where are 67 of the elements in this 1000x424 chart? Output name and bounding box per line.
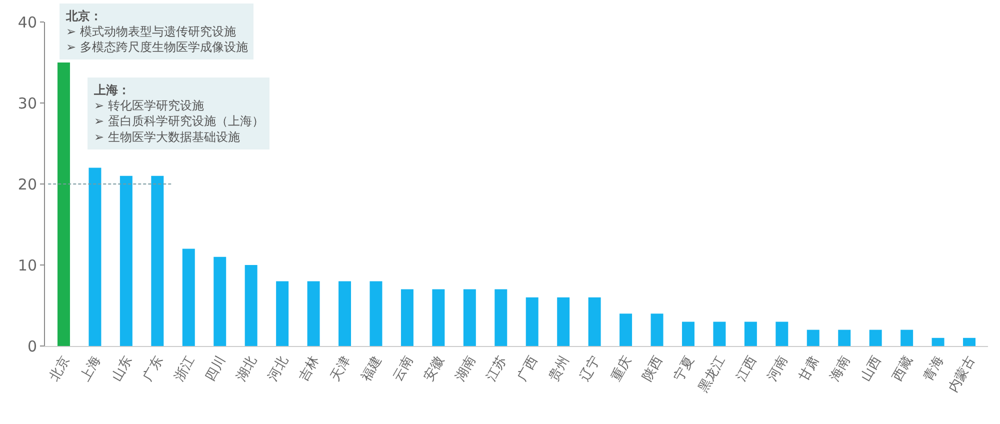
bar xyxy=(900,330,914,346)
x-tick-label: 江西 xyxy=(734,354,760,384)
x-tick-label: 宁夏 xyxy=(670,353,698,384)
x-tick-label: 甘肃 xyxy=(796,354,822,384)
x-tick-label: 江苏 xyxy=(484,354,510,384)
bar xyxy=(620,314,632,346)
x-tick-label: 上海 xyxy=(78,354,104,384)
bar xyxy=(338,281,352,346)
x-tick-label: 福建 xyxy=(359,354,386,384)
x-tick-label: 浙江 xyxy=(172,354,198,384)
bar xyxy=(463,289,476,346)
x-tick-label: 云南 xyxy=(390,354,416,384)
bar xyxy=(682,322,694,346)
bar xyxy=(494,289,508,346)
x-tick-label: 山东 xyxy=(109,354,136,384)
bar xyxy=(650,314,664,346)
bar xyxy=(963,338,976,346)
x-tick-label: 重庆 xyxy=(608,354,635,384)
bar xyxy=(776,322,788,346)
y-tick-label: 10 xyxy=(18,256,37,274)
annotation: 上海： ➢ 转化医学研究设施 ➢ 蛋白质科学研究设施（上海） ➢ 生物医学大数据基础设施 xyxy=(93,83,264,144)
bar xyxy=(557,297,570,346)
bar xyxy=(151,176,164,346)
x-tick-label: 山西 xyxy=(858,354,885,384)
x-tick-label: 西藏 xyxy=(890,354,916,384)
bar xyxy=(806,330,820,346)
bar xyxy=(214,256,226,346)
bar xyxy=(57,62,70,346)
bar xyxy=(307,281,320,346)
x-tick-label: 海南 xyxy=(827,354,854,384)
bar xyxy=(120,176,132,346)
bar xyxy=(588,297,601,346)
x-tick-label: 湖北 xyxy=(234,354,260,384)
y-tick-label: 40 xyxy=(18,13,37,32)
x-tick-label: 贵州 xyxy=(546,354,572,384)
x-tick-label: 内蒙古 xyxy=(946,354,978,396)
x-tick-label: 安徽 xyxy=(420,353,448,384)
x-tick-label: 吉林 xyxy=(296,354,323,384)
annotation: 北京： ➢ 模式动物表型与遗传研究设施 ➢ 多模态跨尺度生物医学成像设施 xyxy=(65,9,248,54)
y-tick-label: 30 xyxy=(18,94,37,112)
x-tick-label: 青海 xyxy=(921,354,948,384)
x-tick-label: 陕西 xyxy=(640,354,666,384)
bar xyxy=(713,322,726,346)
x-tick-label: 辽宁 xyxy=(576,353,604,384)
x-tick-label: 广东 xyxy=(140,354,167,384)
bar xyxy=(932,338,944,346)
bar xyxy=(88,168,102,346)
y-tick-label: 20 xyxy=(18,175,37,194)
x-tick-label: 四川 xyxy=(202,354,229,384)
bar xyxy=(244,265,258,346)
bar xyxy=(370,281,382,346)
x-tick-label: 广西 xyxy=(515,354,542,384)
x-tick-label: 河北 xyxy=(265,354,292,384)
y-tick-label: 0 xyxy=(27,337,37,356)
x-tick-label: 天津 xyxy=(328,354,354,384)
x-tick-label: 黑龙江 xyxy=(696,354,729,396)
x-tick-label: 河南 xyxy=(765,354,792,384)
bar xyxy=(276,281,289,346)
bar xyxy=(182,248,195,346)
bar xyxy=(869,330,882,346)
bar xyxy=(744,322,757,346)
bar xyxy=(400,289,414,346)
x-tick-label: 湖南 xyxy=(452,354,479,384)
bar xyxy=(432,289,445,346)
bar xyxy=(526,297,538,346)
x-tick-label: 北京 xyxy=(46,354,73,384)
bar xyxy=(838,330,851,346)
